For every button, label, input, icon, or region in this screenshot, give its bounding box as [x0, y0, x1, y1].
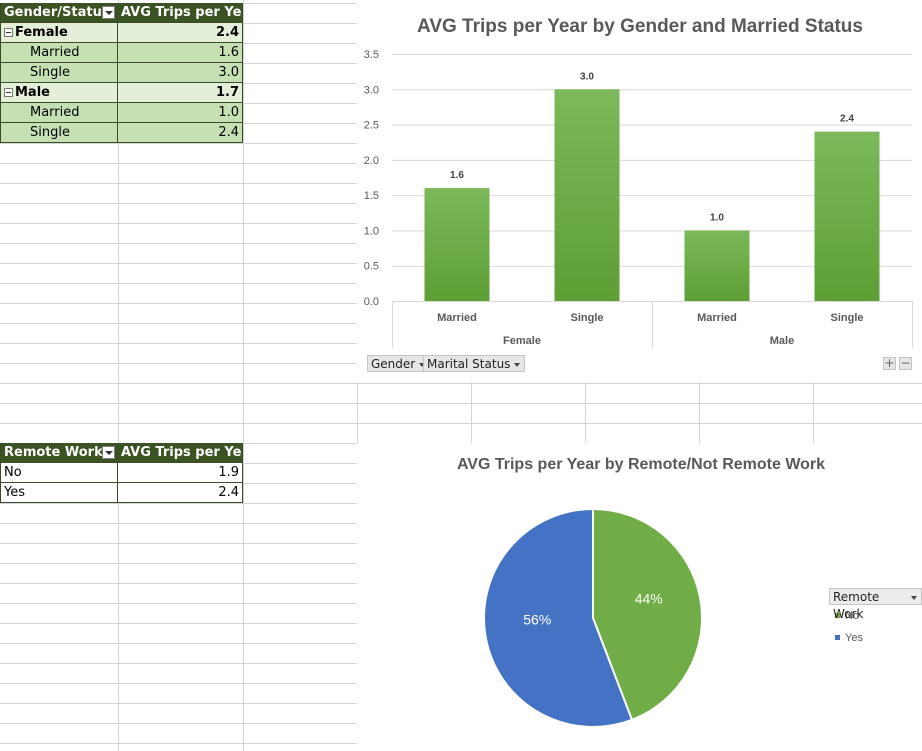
collapse-icon[interactable] [4, 88, 13, 97]
pivot-row[interactable]: No 1.9 [0, 463, 243, 483]
row-label: Married [30, 105, 80, 120]
header-label: AVG Trips per Year [121, 445, 242, 460]
y-tick-label: 2.0 [364, 155, 379, 167]
y-tick-label: 3.5 [364, 49, 379, 61]
marital-status-field-button[interactable]: Marital Status [423, 355, 526, 372]
row-label: Single [30, 125, 70, 140]
remote-work-legend-button[interactable]: Remote Work [829, 588, 922, 621]
legend-entry[interactable]: Yes [845, 632, 863, 644]
data-label: 1.0 [710, 212, 724, 223]
minus-icon: − [900, 356, 911, 370]
legend-entry[interactable]: No [845, 610, 859, 622]
legend-marker [835, 635, 840, 640]
data-label: 1.6 [450, 170, 464, 181]
group-label: Male [770, 335, 794, 347]
chart-title: AVG Trips per Year by Gender and Married… [417, 16, 863, 37]
pie-chart-panel[interactable]: AVG Trips per Year by Remote/Not Remote … [357, 443, 922, 751]
header-label: Gender/Status [4, 5, 110, 20]
gender-field-label: Gender [371, 357, 416, 371]
row-value: 2.4 [218, 125, 239, 140]
legend-title: Remote Work [833, 590, 880, 621]
y-tick-label: 0.5 [364, 261, 379, 273]
row-value: 1.0 [218, 105, 239, 120]
row-label: No [4, 465, 22, 480]
bar[interactable] [554, 89, 620, 302]
filter-dropdown-icon[interactable] [102, 446, 115, 459]
expand-field-button[interactable]: + [883, 357, 896, 370]
bar[interactable] [424, 188, 490, 301]
pivot-row[interactable]: Male 1.7 [0, 83, 243, 103]
marital-status-field-label: Marital Status [427, 357, 511, 371]
header-label: Remote Work [4, 445, 103, 460]
filter-dropdown-icon[interactable] [102, 6, 115, 19]
bar[interactable] [684, 230, 750, 301]
pivot-row[interactable]: Single 2.4 [0, 123, 243, 143]
row-value: 2.4 [215, 25, 239, 40]
pie-slice[interactable] [592, 507, 703, 722]
pivot-row[interactable]: Married 1.6 [0, 43, 243, 63]
row-label: Male [15, 85, 50, 100]
y-tick-label: 1.5 [364, 190, 379, 202]
category-label: Married [437, 312, 477, 324]
pivot-header-row: Gender/Status AVG Trips per Year [0, 3, 243, 23]
header-label: AVG Trips per Year [121, 5, 242, 20]
bar[interactable] [814, 131, 880, 301]
y-tick-label: 2.5 [364, 120, 379, 132]
row-value: 1.6 [218, 45, 239, 60]
chart-title: AVG Trips per Year by Remote/Not Remote … [457, 456, 825, 473]
category-label: Single [830, 312, 863, 324]
bar-chart-panel[interactable]: AVG Trips per Year by Gender and Married… [357, 0, 922, 382]
pivot-row[interactable]: Yes 2.4 [0, 483, 243, 503]
pivot-header-cell[interactable]: AVG Trips per Year [118, 443, 243, 463]
legend-marker [835, 613, 840, 618]
collapse-field-button[interactable]: − [899, 357, 912, 370]
row-label: Single [30, 65, 70, 80]
category-label: Married [697, 312, 737, 324]
data-label: 3.0 [580, 71, 594, 82]
y-tick-label: 0.0 [364, 296, 379, 308]
row-label: Female [15, 25, 68, 40]
row-label: Married [30, 45, 80, 60]
pivot-row[interactable]: Married 1.0 [0, 103, 243, 123]
collapse-icon[interactable] [4, 28, 13, 37]
pivot-row[interactable]: Female 2.4 [0, 23, 243, 43]
category-label: Single [570, 312, 603, 324]
row-value: 3.0 [218, 65, 239, 80]
pie-slice[interactable] [483, 507, 634, 728]
row-label: Yes [4, 485, 25, 500]
y-tick-label: 1.0 [364, 225, 379, 237]
pivot-header-cell[interactable]: Remote Work [0, 443, 118, 463]
gender-field-button[interactable]: Gender [367, 355, 431, 372]
pie-percent-label: 44% [635, 591, 663, 607]
data-label: 2.4 [840, 114, 854, 125]
pie-percent-label: 56% [523, 611, 551, 627]
row-value: 2.4 [218, 485, 239, 500]
row-value: 1.7 [215, 85, 239, 100]
plus-icon: + [884, 356, 895, 370]
pie-chart: AVG Trips per Year by Remote/Not Remote … [457, 456, 863, 728]
bar-chart: AVG Trips per Year by Gender and Married… [364, 16, 913, 348]
group-label: Female [503, 335, 541, 347]
pivot-row[interactable]: Single 3.0 [0, 63, 243, 83]
pivot-header-cell[interactable]: AVG Trips per Year [118, 3, 243, 23]
pivot-header-row: Remote Work AVG Trips per Year [0, 443, 243, 463]
y-tick-label: 3.0 [364, 84, 379, 96]
pivot-header-cell[interactable]: Gender/Status [0, 3, 118, 23]
row-value: 1.9 [218, 465, 239, 480]
